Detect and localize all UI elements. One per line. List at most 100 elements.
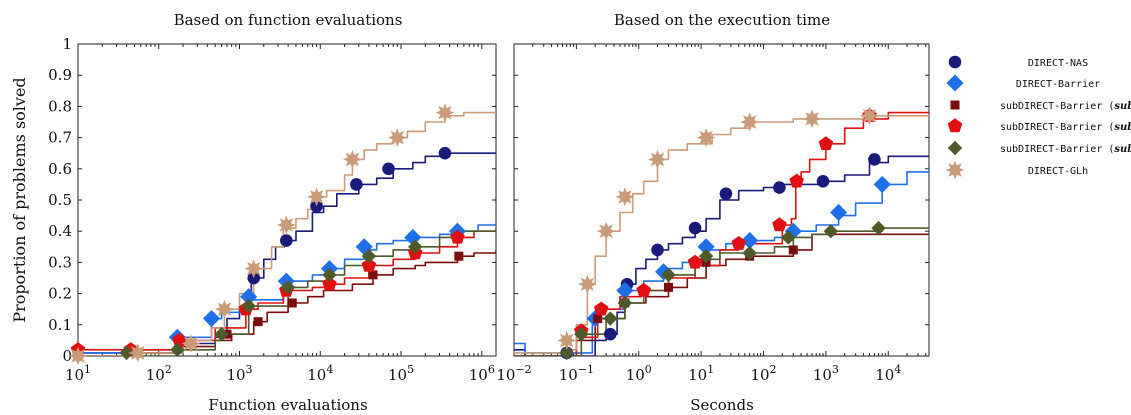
legend-label: subDIRECT-Barrier (sub = 5): [1000, 144, 1131, 155]
legend-marker: [945, 160, 965, 180]
marker-subdirect-barrier-sub-2: [287, 298, 297, 308]
x-tick-label: 104: [875, 363, 901, 384]
marker-subdirect-barrier-sub-3: [636, 282, 651, 297]
marker-direct-glh: [68, 346, 88, 366]
marker-subdirect-barrier-sub-5: [408, 239, 423, 254]
marker-direct-glh: [244, 259, 264, 279]
marker-subdirect-barrier-sub-5: [214, 326, 229, 342]
marker-direct-glh: [128, 343, 148, 363]
y-tick-label: 0.5: [48, 191, 72, 209]
marker-subdirect-barrier-sub-2: [368, 270, 378, 280]
marker-subdirect-barrier-sub-3: [361, 257, 377, 272]
legend-item-direct-barrier: DIRECT-Barrier: [946, 74, 1100, 92]
marker-direct-barrier: [240, 288, 258, 306]
marker-direct-glh: [577, 274, 597, 294]
marker-subdirect-barrier-sub-5: [574, 326, 589, 342]
legend-item-subdirect-barrier-sub-3: subDIRECT-Barrier (sub = 3): [947, 118, 1131, 133]
marker-direct-nas: [280, 234, 293, 247]
legend: DIRECT-NAS DIRECT-Barrier subDIRECT-Barrie…: [945, 55, 1131, 180]
legend-label: subDIRECT-Barrier (sub = 3): [1000, 122, 1131, 133]
chart-title-left: Based on function evaluations: [174, 11, 403, 29]
marker-direct-glh: [307, 187, 326, 207]
x-tick-label: 105: [388, 363, 414, 384]
x-tick-label: 103: [226, 363, 252, 384]
marker-direct-barrier: [741, 232, 759, 250]
legend-label: DIRECT-NAS: [1028, 58, 1088, 69]
x-tick-label: 106: [469, 363, 495, 384]
x-tick-label: 10−1: [559, 363, 594, 384]
marker-direct-nas: [604, 327, 617, 341]
marker-direct-glh: [343, 150, 362, 169]
marker-subdirect-barrier-sub-3: [731, 236, 746, 250]
marker-direct-nas: [719, 187, 733, 201]
marker-direct-glh: [615, 187, 635, 207]
marker-direct-nas: [310, 199, 323, 213]
marker-subdirect-barrier-sub-3: [772, 217, 787, 232]
y-tick-label: 0.8: [48, 97, 72, 115]
marker-subdirect-barrier-sub-2: [788, 245, 798, 255]
marker-subdirect-barrier-sub-3: [450, 229, 465, 244]
marker-direct-nas: [382, 162, 395, 176]
marker-direct-barrier: [404, 228, 422, 246]
marker-direct-barrier: [202, 310, 221, 328]
legend-marker: [950, 100, 960, 110]
legend-item-subdirect-barrier-sub-2: subDIRECT-Barrier (sub = 2): [950, 100, 1131, 112]
legend-marker: [948, 55, 962, 69]
x-tick-label: 103: [813, 363, 839, 384]
marker-subdirect-barrier-sub-5: [322, 267, 337, 283]
marker-subdirect-barrier-sub-5: [871, 220, 886, 236]
marker-direct-glh: [860, 106, 879, 126]
marker-direct-barrier: [616, 281, 634, 300]
marker-direct-nas: [350, 178, 363, 191]
marker-subdirect-barrier-sub-2: [664, 282, 674, 292]
marker-subdirect-barrier-sub-5: [170, 342, 185, 357]
marker-subdirect-barrier-sub-3: [593, 301, 609, 316]
axis-ticks: 10−2 10−1 100 101 102 103 104: [496, 43, 929, 384]
x-tick-label: 102: [146, 363, 172, 384]
marker-subdirect-barrier-sub-3: [322, 276, 337, 291]
marker-direct-barrier: [784, 222, 802, 240]
axis-ticks: 0 0.1 0.2 0.3 0.4 0.5 0.6 0.7 0.8 0.9 1 101 102 103 10…: [48, 35, 496, 384]
marker-direct-glh: [802, 109, 822, 129]
legend-label: subDIRECT-Barrier (sub = 2): [1000, 101, 1131, 112]
marker-subdirect-barrier-sub-5: [781, 230, 796, 245]
marker-direct-barrier: [697, 238, 715, 256]
marker-direct-barrier: [873, 175, 891, 193]
marker-direct-nas: [868, 153, 881, 166]
marker-subdirect-barrier-sub-5: [698, 248, 714, 264]
marker-direct-glh: [648, 150, 667, 169]
x-tick-label: 101: [688, 363, 714, 384]
marker-direct-glh: [215, 299, 234, 319]
y-tick-label: 0.1: [48, 316, 72, 334]
y-tick-label: 0.9: [48, 66, 72, 84]
x-axis-label-right: Seconds: [690, 396, 754, 414]
marker-subdirect-barrier-sub-5: [617, 295, 633, 311]
marker-direct-glh: [276, 215, 296, 235]
marker-subdirect-barrier-sub-5: [823, 224, 839, 239]
legend-marker: [947, 140, 963, 156]
plot-execution-time: 10−2 10−1 100 101 102 103 104: [496, 43, 930, 384]
x-tick-label: 10−2: [496, 363, 531, 384]
marker-subdirect-barrier-sub-5: [280, 280, 296, 295]
legend-marker: [946, 74, 964, 92]
marker-direct-nas: [651, 243, 664, 257]
series-markers: [557, 106, 891, 361]
legend-item-direct-glh: DIRECT-GLh: [945, 160, 1088, 180]
legend-label: DIRECT-GLh: [1028, 166, 1088, 177]
marker-direct-barrier: [355, 238, 373, 256]
y-tick-label: 0.3: [48, 253, 72, 271]
y-tick-label: 0.4: [48, 222, 72, 240]
x-axis-label-left: Function evaluations: [208, 396, 367, 414]
y-tick-label: 0.7: [48, 129, 72, 147]
x-tick-label: 101: [65, 363, 91, 384]
marker-direct-glh: [181, 334, 201, 353]
marker-subdirect-barrier-sub-2: [593, 314, 603, 324]
series-markers: [68, 103, 467, 366]
plot-function-evaluations: 0 0.1 0.2 0.3 0.4 0.5 0.6 0.7 0.8 0.9 1 101 102 103 10…: [48, 35, 497, 384]
marker-subdirect-barrier-sub-3: [818, 136, 834, 150]
y-tick-label: 0: [62, 347, 72, 365]
marker-subdirect-barrier-sub-3: [789, 173, 804, 188]
marker-subdirect-barrier-sub-5: [241, 298, 256, 314]
x-tick-label: 100: [626, 363, 652, 384]
x-tick-label: 102: [750, 363, 776, 384]
